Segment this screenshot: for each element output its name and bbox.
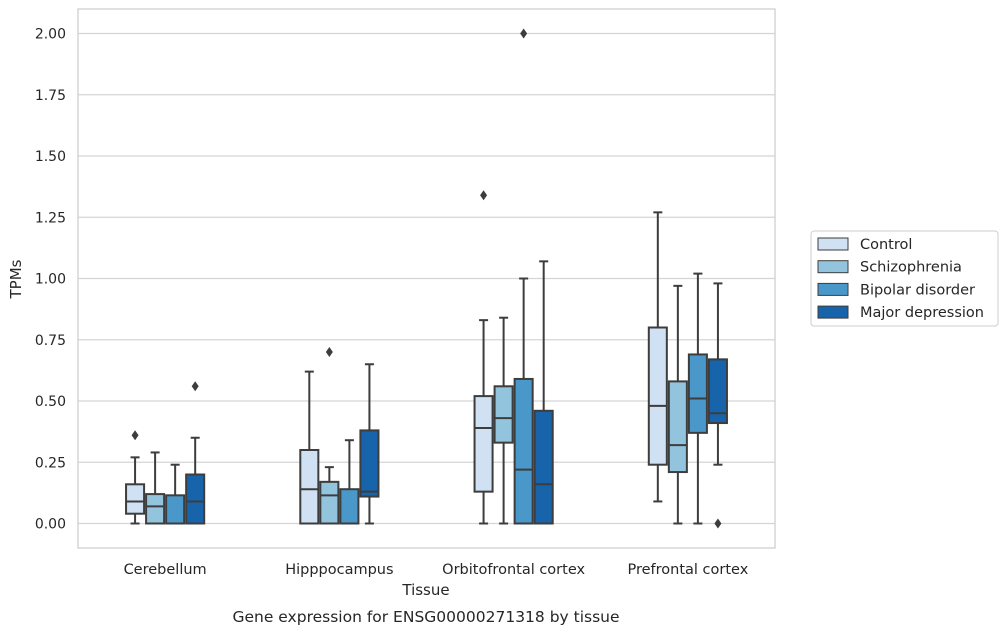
legend-swatch (817, 282, 849, 296)
y-tick-label: 1.75 (35, 88, 66, 104)
box-group (533, 260, 554, 525)
box-group (667, 284, 688, 525)
grid-layer (78, 32, 775, 525)
legend-swatch (817, 237, 849, 251)
box-iqr (687, 353, 708, 434)
box-group (165, 463, 186, 525)
boxes-layer (125, 28, 728, 529)
box-iqr (707, 358, 728, 425)
box-iqr (145, 493, 166, 525)
box-group (125, 430, 146, 525)
legend-label: Schizophrenia (860, 260, 962, 276)
x-tick-label: Hipppocampus (285, 562, 393, 578)
y-axis-label: TPMs (7, 259, 25, 299)
outlier-point (480, 190, 488, 201)
chart-caption: Gene expression for ENSG00000271318 by t… (232, 608, 619, 626)
box-group (707, 282, 728, 529)
box-group (359, 363, 380, 525)
box-iqr (473, 395, 494, 493)
y-tick-label: 1.00 (35, 272, 66, 288)
box-group (687, 272, 708, 525)
legend-label: Major depression (860, 305, 984, 321)
outlier-point (131, 430, 139, 441)
y-tick-label: 1.25 (35, 210, 66, 226)
outlier-point (325, 347, 333, 357)
x-tick-labels: Cerebellum Hipppocampus Orbitofrontal cort… (124, 562, 749, 578)
box-group (647, 211, 668, 503)
y-tick-labels: 0.00 0.25 0.50 0.75 1.00 1.25 1.50 1.75 2.00 (35, 27, 66, 533)
box-group (299, 370, 320, 525)
legend-swatch (817, 305, 849, 319)
x-tick-label: Cerebellum (124, 562, 207, 578)
y-tick-label: 0.00 (35, 517, 66, 533)
legend: Control Schizophrenia Bipolar disorder Majo… (810, 230, 999, 327)
outlier-point (191, 381, 199, 392)
x-axis-label: Tissue (401, 581, 449, 599)
legend-label: Bipolar disorder (860, 282, 975, 298)
y-tick-label: 2.00 (35, 27, 66, 43)
box-group (493, 316, 514, 525)
box-group (145, 451, 166, 525)
box-iqr (339, 488, 360, 525)
box-group (185, 381, 206, 525)
plot-area-frame (77, 8, 776, 549)
outlier-point (714, 518, 722, 529)
box-iqr (647, 326, 668, 466)
box-iqr (319, 480, 340, 525)
x-tick-label: Prefrontal cortex (627, 562, 748, 578)
y-tick-label: 1.50 (35, 149, 66, 165)
y-tick-label: 0.50 (35, 394, 66, 410)
box-iqr (299, 449, 320, 525)
box-iqr (513, 377, 534, 525)
box-group (513, 28, 534, 525)
box-iqr (533, 409, 554, 525)
box-iqr (667, 380, 688, 474)
outlier-point (520, 28, 528, 39)
y-tick-label: 0.75 (35, 333, 66, 349)
y-tick-label: 0.25 (35, 455, 66, 471)
box-iqr (359, 429, 380, 498)
legend-swatch (817, 260, 849, 274)
box-iqr (125, 483, 146, 515)
box-group (339, 439, 360, 525)
box-iqr (185, 473, 206, 525)
legend-label: Control (860, 237, 912, 253)
box-iqr (165, 494, 186, 525)
legend-frame (810, 230, 999, 327)
box-group (473, 190, 494, 525)
x-tick-label: Orbitofrontal cortex (442, 562, 585, 578)
box-iqr (493, 385, 514, 444)
box-group (319, 347, 340, 525)
